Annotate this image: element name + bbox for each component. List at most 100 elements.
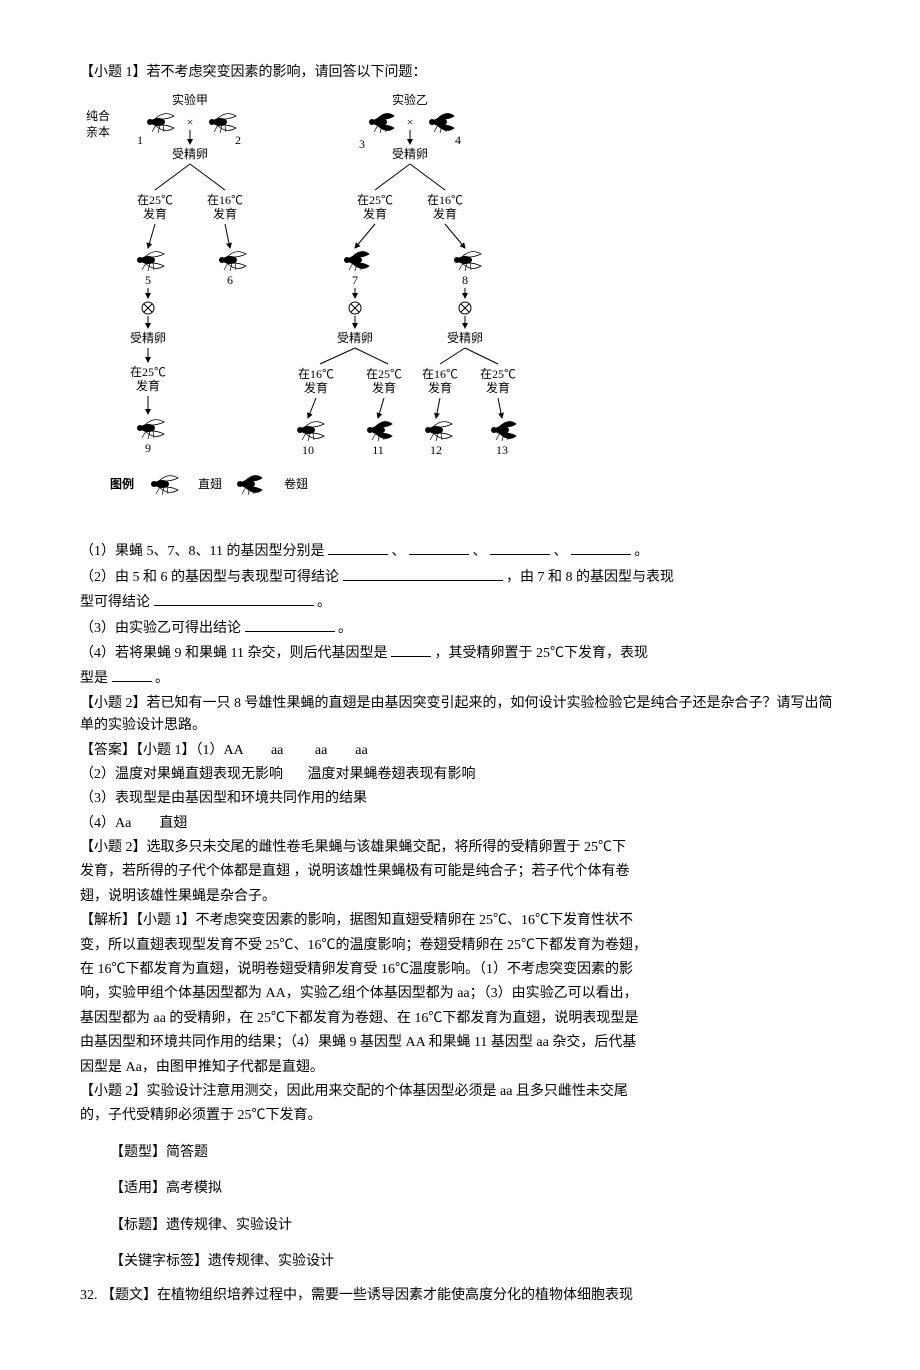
subq-1: （1）果蝇 5、7、8、11 的基因型分别是 、 、 、 。	[80, 540, 840, 563]
sub2-part1: （2）由 5 和 6 的基因型与表现型可得结论	[80, 570, 339, 585]
q32-text: 【题文】在植物组织培养过程中，需要一些诱导因素才能使高度分化的植物体细胞表现	[101, 1288, 633, 1303]
meta-apply: 【适用】高考模拟	[110, 1178, 840, 1200]
legend-curly: 卷翅	[284, 476, 308, 491]
analysis-l1: 【解析】【小题 1】不考虑突变因素的影响，据图知直翅受精卵在 25℃、16℃下发…	[80, 910, 840, 932]
svg-text:在25℃: 在25℃	[480, 367, 516, 381]
num-1: 1	[137, 133, 143, 147]
svg-text:发育: 发育	[363, 206, 387, 221]
answer-q2-l1: 【小题 2】选取多只未交尾的雌性卷毛果蝇与该雄果蝇交配，将所得的受精卵置于 25…	[80, 837, 840, 859]
svg-text:受精卵: 受精卵	[447, 331, 483, 345]
svg-text:发育: 发育	[304, 380, 328, 395]
answer-3: （3）表现型是由基因型和环境共同作用的结果	[80, 788, 840, 810]
svg-text:在16℃: 在16℃	[298, 367, 334, 381]
blank-5	[328, 540, 388, 555]
num-4: 4	[455, 133, 461, 147]
svg-text:在16℃: 在16℃	[422, 367, 458, 381]
blank-conclusion-78	[154, 591, 314, 606]
svg-text:在25℃: 在25℃	[366, 367, 402, 381]
meta-title: 【标题】遗传规律、实验设计	[110, 1215, 840, 1237]
num-10: 10	[302, 443, 314, 457]
sub4-part1: （4）若将果蝇 9 和果蝇 11 杂交，则后代基因型是	[80, 646, 387, 661]
q1-heading: 【小题 1】若不考虑突变因素的影响，请回答以下问题：	[80, 62, 840, 84]
analysis-l9: 的，子代受精卵必须置于 25℃下发育。	[80, 1105, 840, 1127]
label-pure-parent-1: 纯合	[86, 108, 110, 123]
svg-text:在25℃: 在25℃	[137, 193, 173, 207]
sub1-sep1: 、	[391, 544, 405, 559]
blank-11	[571, 540, 631, 555]
meta-apply-label: 【适用】	[110, 1181, 166, 1196]
answer-q2-l2: 发育，若所得的子代个体都是直翅 ，说明该雄性果蝇极有可能是纯合子；若子代个体有卷	[80, 861, 840, 883]
num-3: 3	[359, 137, 365, 151]
answer-2: （2）温度对果蝇直翅表现无影响 温度对果蝇卷翅表现有影响	[80, 764, 840, 786]
q2-heading: 【小题 2】若已知有一只 8 号雄性果蝇的直翅是由基因突变引起来的，如何设计实验…	[80, 693, 840, 738]
analysis-l2: 变，所以直翅表现型发育不受 25℃、16℃的温度影响；卷翅受精卵在 25℃下都发…	[80, 935, 840, 957]
svg-text:在25℃: 在25℃	[357, 193, 393, 207]
sub1-sep2: 、	[472, 544, 486, 559]
q32: 32. 【题文】在植物组织培养过程中，需要一些诱导因素才能使高度分化的植物体细胞…	[80, 1285, 840, 1307]
meta-apply-val: 高考模拟	[166, 1181, 222, 1196]
analysis-l3: 在 16℃下都发育为直翅，说明卷翅受精卵发育受 16℃温度影响。（1）不考虑突变…	[80, 959, 840, 981]
label-egg-1: 受精卵	[172, 147, 208, 161]
svg-text:发育: 发育	[433, 206, 457, 221]
svg-text:在16℃: 在16℃	[427, 193, 463, 207]
experiment-diagram: 实验甲 实验乙 纯合 亲本 × 1 2 受精卵 在25℃ 发育 在16℃ 发育 …	[80, 92, 840, 532]
blank-conclusion-56	[343, 566, 503, 581]
num-9: 9	[145, 441, 151, 455]
num-13: 13	[496, 443, 508, 457]
sub1-sep3: 、	[553, 544, 567, 559]
svg-text:发育: 发育	[213, 206, 237, 221]
sub4-suffix2: 。	[155, 671, 169, 686]
subq-3: （3）由实验乙可得出结论 。	[80, 617, 840, 640]
sub3-text: （3）由实验乙可得出结论	[80, 621, 241, 636]
sub2-suffix2: 。	[317, 595, 331, 610]
svg-text:发育: 发育	[136, 378, 160, 393]
num-7: 7	[352, 273, 358, 287]
blank-conclusion-yi	[245, 617, 335, 632]
svg-text:发育: 发育	[372, 380, 396, 395]
sub4-part2: ，其受精卵置于 25℃下发育，表现	[434, 646, 648, 661]
subq-2-line1: （2）由 5 和 6 的基因型与表现型可得结论 ，由 7 和 8 的基因型与表现	[80, 566, 840, 589]
legend-title: 图例	[110, 476, 134, 491]
num-6: 6	[227, 273, 233, 287]
num-5: 5	[145, 273, 151, 287]
legend-straight: 直翅	[198, 476, 222, 491]
sub4-line2-prefix: 型是	[80, 671, 108, 686]
label-egg-2: 受精卵	[392, 147, 428, 161]
meta-keyword-val: 遗传规律、实验设计	[208, 1254, 334, 1269]
sub3-suffix: 。	[338, 621, 352, 636]
analysis-l8: 【小题 2】实验设计注意用测交，因此用来交配的个体基因型必须是 aa 且多只雌性…	[80, 1081, 840, 1103]
label-exp-a: 实验甲	[172, 92, 208, 107]
analysis-l7: 因型是 Aa，由图甲推知子代都是直翅。	[80, 1057, 840, 1079]
analysis-l5: 基因型都为 aa 的受精卵，在 25℃下都发育为卷翅、在 16℃下都发育为直翅，…	[80, 1008, 840, 1030]
svg-text:×: ×	[407, 115, 414, 129]
num-8: 8	[462, 273, 468, 287]
analysis-l4: 响，实验甲组个体基因型都为 AA，实验乙组个体基因型都为 aa；（3）由实验乙可…	[80, 983, 840, 1005]
label-pure-parent-2: 亲本	[86, 125, 110, 139]
svg-text:发育: 发育	[143, 206, 167, 221]
num-2: 2	[235, 133, 241, 147]
label-exp-b: 实验乙	[392, 92, 428, 107]
num-11: 11	[372, 443, 384, 457]
meta-title-label: 【标题】	[110, 1218, 166, 1233]
svg-text:受精卵: 受精卵	[130, 331, 166, 345]
svg-text:发育: 发育	[486, 380, 510, 395]
svg-text:在25℃: 在25℃	[130, 365, 166, 379]
answer-4: （4）Aa 直翅	[80, 813, 840, 835]
answer-header: 【答案】【小题 1】（1）AA aa aa aa	[80, 740, 840, 762]
subq-4-line1: （4）若将果蝇 9 和果蝇 11 杂交，则后代基因型是 ，其受精卵置于 25℃下…	[80, 642, 840, 665]
subq-2-line2: 型可得结论 。	[80, 591, 840, 614]
meta-type: 【题型】简答题	[110, 1142, 840, 1164]
analysis-l6: 由基因型和环境共同作用的结果；（4）果蝇 9 基因型 AA 和果蝇 11 基因型…	[80, 1032, 840, 1054]
svg-text:×: ×	[187, 115, 194, 129]
q32-num: 32.	[80, 1288, 98, 1303]
blank-phenotype-25c	[112, 667, 152, 682]
blank-8	[490, 540, 550, 555]
blank-7	[409, 540, 469, 555]
num-12: 12	[430, 443, 442, 457]
answer-q2-l3: 翅，说明该雄性果蝇是杂合子。	[80, 886, 840, 908]
sub1-suffix: 。	[634, 544, 648, 559]
meta-type-label: 【题型】	[110, 1145, 166, 1160]
subq-4-line2: 型是 。	[80, 667, 840, 690]
blank-genotype-9x11	[391, 642, 431, 657]
meta-keyword: 【关键字标签】遗传规律、实验设计	[110, 1251, 840, 1273]
